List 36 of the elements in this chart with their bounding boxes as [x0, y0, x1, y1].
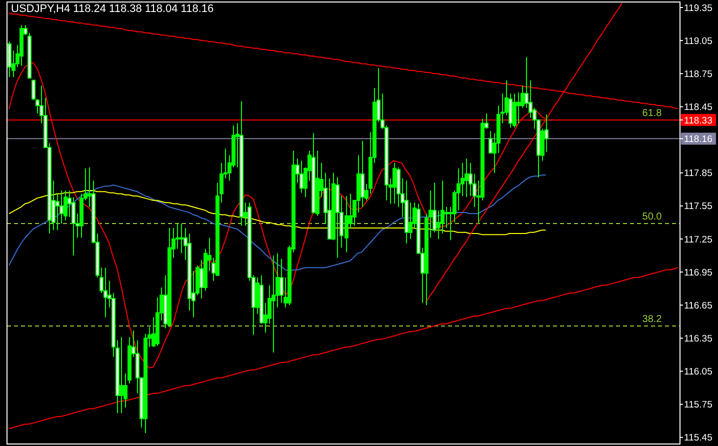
y-tick-label: 118.33	[684, 115, 712, 126]
y-tick-label: 117.85	[684, 168, 712, 180]
annotation: 61.8	[642, 108, 662, 119]
y-tick-label: 116.95	[684, 267, 712, 278]
candlestick	[180, 223, 184, 254]
candlestick	[512, 92, 516, 128]
candlestick	[408, 202, 412, 240]
y-tick-label: 118.75	[684, 68, 712, 80]
y-tick-label: 117.55	[684, 201, 712, 212]
line-series	[8, 267, 678, 430]
candlestick	[444, 206, 448, 228]
candlestick	[272, 255, 276, 354]
y-tick-label: 119.05	[684, 36, 712, 47]
line-series	[8, 174, 546, 272]
candlestick	[64, 190, 68, 221]
candlestick	[516, 92, 520, 124]
candlestick	[104, 267, 108, 318]
candlestick	[300, 160, 304, 194]
y-tick-label: 115.45	[684, 432, 712, 444]
candlestick	[120, 336, 124, 414]
y-tick-label: 116.35	[684, 334, 712, 345]
candlestick	[360, 140, 364, 208]
y-tick-label: 118.45	[684, 102, 712, 114]
candlestick	[280, 258, 284, 304]
y-tick-label: 116.65	[684, 300, 712, 312]
y-tick-label: 115.75	[684, 400, 712, 411]
candlestick	[392, 162, 396, 204]
y-tick-label: 117.25	[684, 234, 712, 246]
candlestick	[56, 193, 60, 231]
chart-title: USDJPY,H4 118.24 118.38 118.04 118.16	[11, 3, 214, 15]
y-tick-label: 119.35	[684, 2, 712, 14]
y-tick-label: 116.05	[684, 366, 712, 378]
y-tick-label: 118.16	[684, 134, 712, 146]
annotation: 38.2	[642, 314, 662, 326]
annotation: 50.0	[642, 212, 662, 223]
candlestick	[464, 158, 468, 198]
